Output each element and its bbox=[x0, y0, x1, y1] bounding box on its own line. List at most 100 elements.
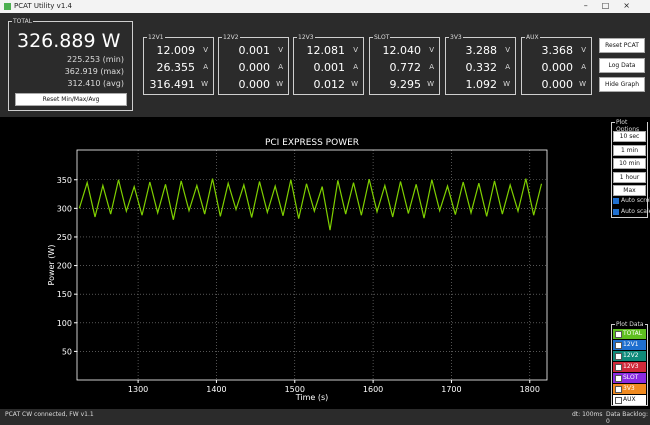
channel-value: 0.012 bbox=[313, 78, 346, 91]
channel-unit: A bbox=[278, 63, 283, 71]
channel-unit: A bbox=[505, 63, 510, 71]
channel-value: 3.368 bbox=[541, 44, 574, 57]
x-tick-label: 1500 bbox=[285, 385, 305, 394]
channel-label: AUX bbox=[525, 34, 540, 41]
total-avg: 312.410 (avg) bbox=[67, 79, 124, 88]
channel-unit: W bbox=[427, 80, 434, 88]
range-button[interactable]: 1 hour bbox=[613, 171, 646, 183]
channel-label: SLOT bbox=[373, 34, 391, 41]
plot-background bbox=[0, 117, 650, 409]
channel-unit: A bbox=[203, 63, 208, 71]
plot-data-name: SLOT bbox=[623, 374, 639, 381]
status-dt: dt: 100ms bbox=[572, 411, 603, 418]
plot-area: PCI EXPRESS POWER Time (s) Power (W) 50 100 1… bbox=[47, 138, 548, 402]
plot-data-check[interactable] bbox=[615, 342, 622, 349]
plot-data-item[interactable]: 3V3 bbox=[613, 384, 646, 394]
plot-data-name: 12V3 bbox=[623, 363, 639, 370]
plot-data-name: TOTAL bbox=[623, 330, 643, 337]
channel-value: 0.001 bbox=[238, 44, 271, 57]
y-tick-label: 350 bbox=[57, 176, 72, 185]
channel-unit: V bbox=[203, 46, 208, 54]
channel-unit: W bbox=[351, 80, 358, 88]
plot-data-item[interactable]: 12V1 bbox=[613, 340, 646, 350]
channel-unit: W bbox=[503, 80, 510, 88]
plot-data-check[interactable] bbox=[615, 375, 622, 382]
channel-unit: A bbox=[581, 63, 586, 71]
y-tick-label: 150 bbox=[57, 290, 72, 299]
plot-options-box: Plot Options 10 sec 1 min 10 min 1 hour Max Au… bbox=[611, 119, 650, 218]
window-controls[interactable]: –□× bbox=[583, 1, 644, 10]
app-icon bbox=[4, 3, 11, 10]
action-button[interactable]: Reset PCAT bbox=[599, 38, 645, 53]
y-tick-label: 50 bbox=[62, 347, 72, 356]
y-tick-label: 200 bbox=[57, 262, 72, 271]
channel-box: 12V3 12.081 V 0.001 A 0.012 W bbox=[293, 34, 364, 95]
plot-data-name: 3V3 bbox=[623, 385, 635, 392]
channel-label: 12V2 bbox=[222, 34, 240, 41]
reset-minmax-button[interactable]: Reset Min/Max/Avg bbox=[15, 93, 127, 106]
power-line bbox=[78, 178, 543, 231]
action-button[interactable]: Log Data bbox=[599, 57, 645, 73]
checkbox[interactable] bbox=[613, 198, 619, 204]
channel-value: 0.000 bbox=[541, 78, 574, 91]
plot-data-check[interactable] bbox=[615, 364, 622, 371]
x-tick-label: 1300 bbox=[128, 385, 148, 394]
channel-value: 0.772 bbox=[389, 61, 422, 74]
y-tick-label: 100 bbox=[57, 319, 72, 328]
channel-unit: V bbox=[505, 46, 510, 54]
action-button[interactable]: Hide Graph bbox=[599, 77, 645, 92]
channel-box: AUX 3.368 V 0.000 A 0.000 W bbox=[521, 34, 592, 95]
y-axis-label: Power (W) bbox=[47, 245, 56, 286]
channel-value: 12.040 bbox=[382, 44, 422, 57]
x-tick-label: 1600 bbox=[363, 385, 383, 394]
total-max: 362.919 (max) bbox=[64, 67, 124, 76]
checkbox-label: Auto scale bbox=[621, 208, 650, 215]
plot-data-check[interactable] bbox=[615, 353, 622, 360]
channel-value: 0.000 bbox=[238, 78, 271, 91]
range-button[interactable]: Max bbox=[613, 185, 646, 196]
total-label: TOTAL bbox=[12, 18, 34, 25]
y-tick-label: 250 bbox=[57, 233, 72, 242]
range-button[interactable]: 10 sec bbox=[613, 131, 646, 142]
plot-data-name: AUX bbox=[623, 396, 636, 403]
checkbox-label: Auto scroll bbox=[621, 197, 650, 204]
channel-value: 26.355 bbox=[156, 61, 196, 74]
total-value: 326.889 W bbox=[17, 30, 121, 52]
range-button[interactable]: 10 min bbox=[613, 158, 646, 169]
plot-data-label: Plot Data bbox=[615, 321, 645, 328]
plot-data-name: 12V1 bbox=[623, 341, 639, 348]
total-min: 225.253 (min) bbox=[67, 55, 124, 64]
window-title: PCAT Utility v1.4 bbox=[14, 2, 72, 10]
x-axis-label: Time (s) bbox=[295, 393, 329, 402]
plot-data-check[interactable] bbox=[615, 386, 622, 393]
channel-box: SLOT 12.040 V 0.772 A 9.295 W bbox=[369, 34, 440, 95]
plot-data-item[interactable]: 12V2 bbox=[613, 351, 646, 361]
channel-unit: V bbox=[353, 46, 358, 54]
channel-label: 12V1 bbox=[147, 34, 165, 41]
channel-value: 0.000 bbox=[541, 61, 574, 74]
channel-box: 12V1 12.009 V 26.355 A 316.491 W bbox=[143, 34, 214, 95]
status-bar: PCAT CW connected, FW v1.1 dt: 100ms Data … bbox=[0, 409, 650, 425]
checkbox[interactable] bbox=[613, 209, 619, 215]
x-tick-label: 1400 bbox=[206, 385, 226, 394]
channel-unit: V bbox=[581, 46, 586, 54]
channel-unit: A bbox=[429, 63, 434, 71]
channel-value: 3.288 bbox=[465, 44, 498, 57]
plot-data-check[interactable] bbox=[615, 397, 622, 404]
plot-data-item[interactable]: 12V3 bbox=[613, 362, 646, 372]
channel-value: 0.000 bbox=[238, 61, 271, 74]
channel-unit: V bbox=[278, 46, 283, 54]
plot-data-box: Plot Data TOTAL 12V1 12V2 12V3 SLOT 3V3 AUX bbox=[611, 321, 648, 406]
y-tick-label: 300 bbox=[57, 204, 72, 213]
plot-data-check[interactable] bbox=[615, 331, 622, 338]
plot-data-item[interactable]: AUX bbox=[613, 395, 646, 405]
plot-data-item[interactable]: TOTAL bbox=[613, 329, 646, 339]
channel-unit: W bbox=[579, 80, 586, 88]
status-backlog: Data Backlog: 0 bbox=[606, 411, 648, 425]
status-left: PCAT CW connected, FW v1.1 bbox=[5, 411, 94, 418]
plot-data-item[interactable]: SLOT bbox=[613, 373, 646, 383]
range-button[interactable]: 1 min bbox=[613, 144, 646, 156]
channel-value: 0.001 bbox=[313, 61, 346, 74]
channel-value: 12.009 bbox=[156, 44, 196, 57]
